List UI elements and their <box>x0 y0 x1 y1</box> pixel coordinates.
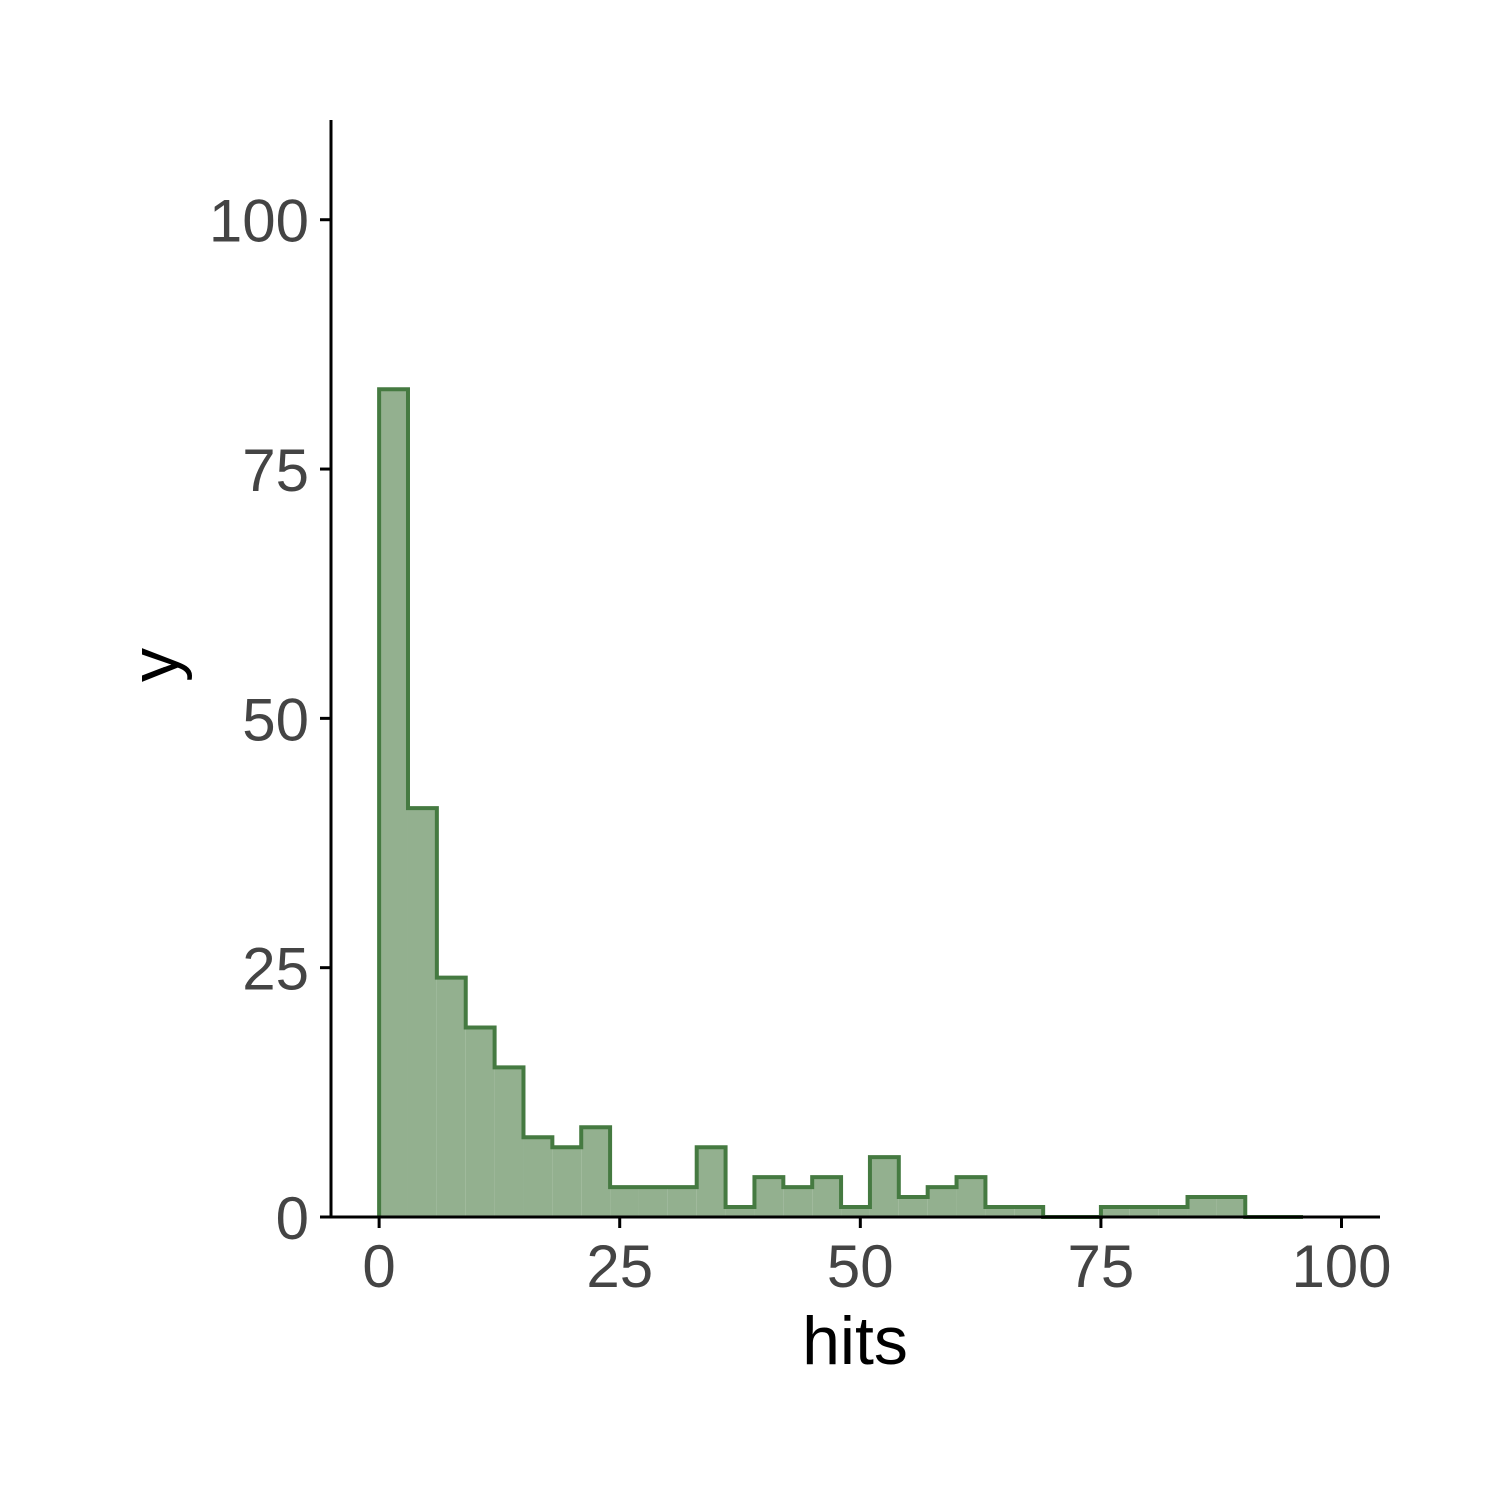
histogram-bar <box>1014 1207 1044 1217</box>
x-tick-label: 100 <box>1291 1233 1391 1300</box>
x-tick-label: 0 <box>362 1233 395 1300</box>
histogram-bar <box>725 1207 755 1217</box>
histogram-bar <box>407 808 437 1217</box>
histogram-bar <box>523 1137 553 1217</box>
y-ticks-group: 0 25 50 75 100 <box>209 188 331 1252</box>
y-tick-label: 75 <box>242 437 309 504</box>
x-axis-title: hits <box>802 1303 908 1379</box>
histogram-bar <box>783 1187 813 1217</box>
histogram-bar <box>667 1187 697 1217</box>
y-axis-title: y <box>117 648 193 682</box>
histogram-bar <box>898 1197 928 1217</box>
bars-group <box>379 389 1246 1217</box>
y-tick-label: 50 <box>242 686 309 753</box>
histogram-bar <box>956 1177 986 1217</box>
histogram-outline <box>377 387 1304 1219</box>
x-ticks-group: 0 25 50 75 100 <box>362 1217 1392 1300</box>
histogram-bar <box>1216 1197 1246 1217</box>
x-tick-label: 25 <box>586 1233 653 1300</box>
histogram-bar <box>1158 1207 1188 1217</box>
y-tick-label: 0 <box>276 1185 309 1252</box>
x-tick-label: 50 <box>827 1233 894 1300</box>
histogram-bar <box>1129 1207 1159 1217</box>
histogram-bar <box>379 389 408 1217</box>
histogram-bar <box>841 1207 870 1217</box>
histogram-bar <box>581 1127 611 1217</box>
histogram-bar <box>465 1027 495 1217</box>
y-tick-label: 25 <box>242 936 309 1003</box>
histogram-bar <box>869 1157 899 1217</box>
histogram-bar <box>638 1187 668 1217</box>
histogram-bar <box>812 1177 842 1217</box>
histogram-bar <box>610 1187 639 1217</box>
y-tick-label: 100 <box>209 188 309 255</box>
histogram-bar <box>1100 1207 1130 1217</box>
histogram-bar <box>494 1067 524 1217</box>
histogram-bar <box>696 1147 726 1217</box>
histogram-bar <box>754 1177 784 1217</box>
histogram-bar <box>1187 1197 1217 1217</box>
histogram-bar <box>436 977 466 1217</box>
histogram-bar <box>985 1207 1015 1217</box>
x-tick-label: 75 <box>1068 1233 1135 1300</box>
histogram-bar <box>927 1187 957 1217</box>
histogram-bar <box>552 1147 582 1217</box>
